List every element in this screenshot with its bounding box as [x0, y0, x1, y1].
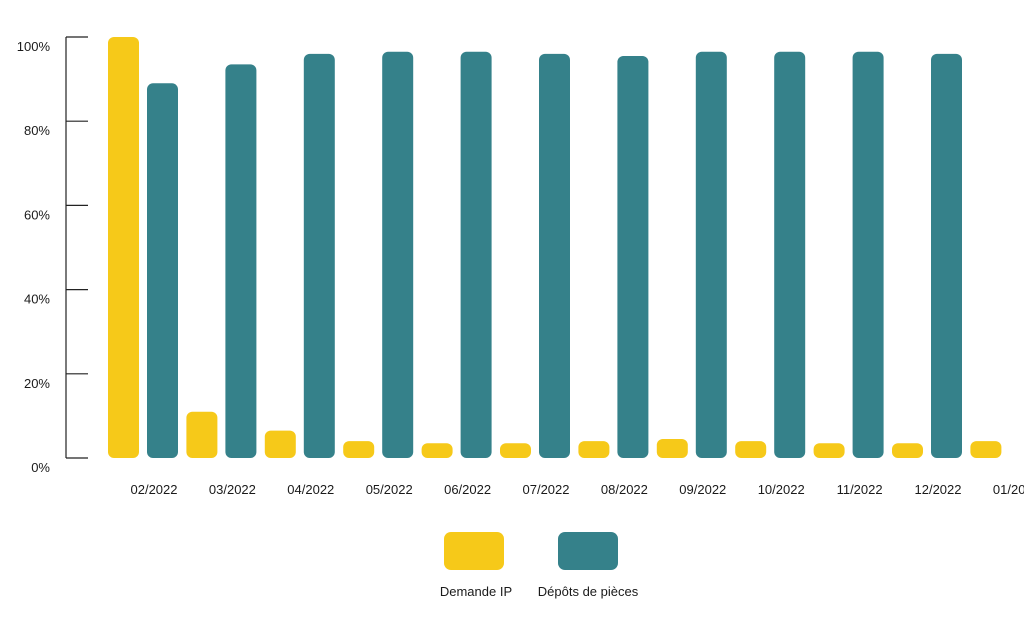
- bar-demande-ip: [422, 443, 453, 458]
- legend-label-demande-ip: Demande IP: [440, 584, 512, 599]
- bar-demande-ip: [108, 37, 139, 458]
- legend-swatch-depots-de-pieces: [558, 532, 618, 570]
- legend: Demande IP Dépôts de pièces: [440, 532, 639, 599]
- x-tick-label: 01/2023: [993, 482, 1024, 497]
- bar-depots-de-pieces: [696, 52, 727, 458]
- legend-swatch-demande-ip: [444, 532, 504, 570]
- x-tick-label: 05/2022: [366, 482, 413, 497]
- x-tick-label: 02/2022: [131, 482, 178, 497]
- bar-demande-ip: [657, 439, 688, 458]
- x-axis-labels: 02/2022 03/2022 04/2022 05/2022 06/2022 07/20…: [131, 482, 1024, 497]
- bar-depots-de-pieces: [225, 64, 256, 458]
- bar-demande-ip: [892, 443, 923, 458]
- bar-depots-de-pieces: [774, 52, 805, 458]
- y-tick-label: 40%: [24, 292, 50, 307]
- x-tick-label: 07/2022: [523, 482, 570, 497]
- bar-demande-ip: [578, 441, 609, 458]
- bars: [108, 37, 1001, 458]
- bar-demande-ip: [814, 443, 845, 458]
- bar-depots-de-pieces: [931, 54, 962, 458]
- bar-demande-ip: [343, 441, 374, 458]
- bar-depots-de-pieces: [147, 83, 178, 458]
- x-tick-label: 11/2022: [837, 482, 883, 497]
- y-tick-label: 100%: [17, 39, 51, 54]
- y-tick-label: 20%: [24, 376, 50, 391]
- x-tick-label: 10/2022: [758, 482, 805, 497]
- bar-depots-de-pieces: [853, 52, 884, 458]
- y-tick-label: 80%: [24, 123, 50, 138]
- bar-demande-ip: [186, 412, 217, 458]
- x-tick-label: 06/2022: [444, 482, 491, 497]
- bar-demande-ip: [265, 431, 296, 458]
- bar-depots-de-pieces: [304, 54, 335, 458]
- legend-label-depots-de-pieces: Dépôts de pièces: [538, 584, 639, 599]
- x-tick-label: 04/2022: [287, 482, 334, 497]
- bar-demande-ip: [970, 441, 1001, 458]
- y-tick-label: 60%: [24, 207, 50, 222]
- x-tick-label: 08/2022: [601, 482, 648, 497]
- bar-depots-de-pieces: [382, 52, 413, 458]
- y-axis: 0% 20% 40% 60% 80% 100%: [17, 37, 88, 475]
- x-tick-label: 09/2022: [679, 482, 726, 497]
- bar-demande-ip: [500, 443, 531, 458]
- bar-demande-ip: [735, 441, 766, 458]
- bar-depots-de-pieces: [539, 54, 570, 458]
- y-tick-label: 0%: [31, 460, 50, 475]
- x-tick-label: 03/2022: [209, 482, 256, 497]
- bar-depots-de-pieces: [617, 56, 648, 458]
- x-tick-label: 12/2022: [915, 482, 962, 497]
- bar-depots-de-pieces: [461, 52, 492, 458]
